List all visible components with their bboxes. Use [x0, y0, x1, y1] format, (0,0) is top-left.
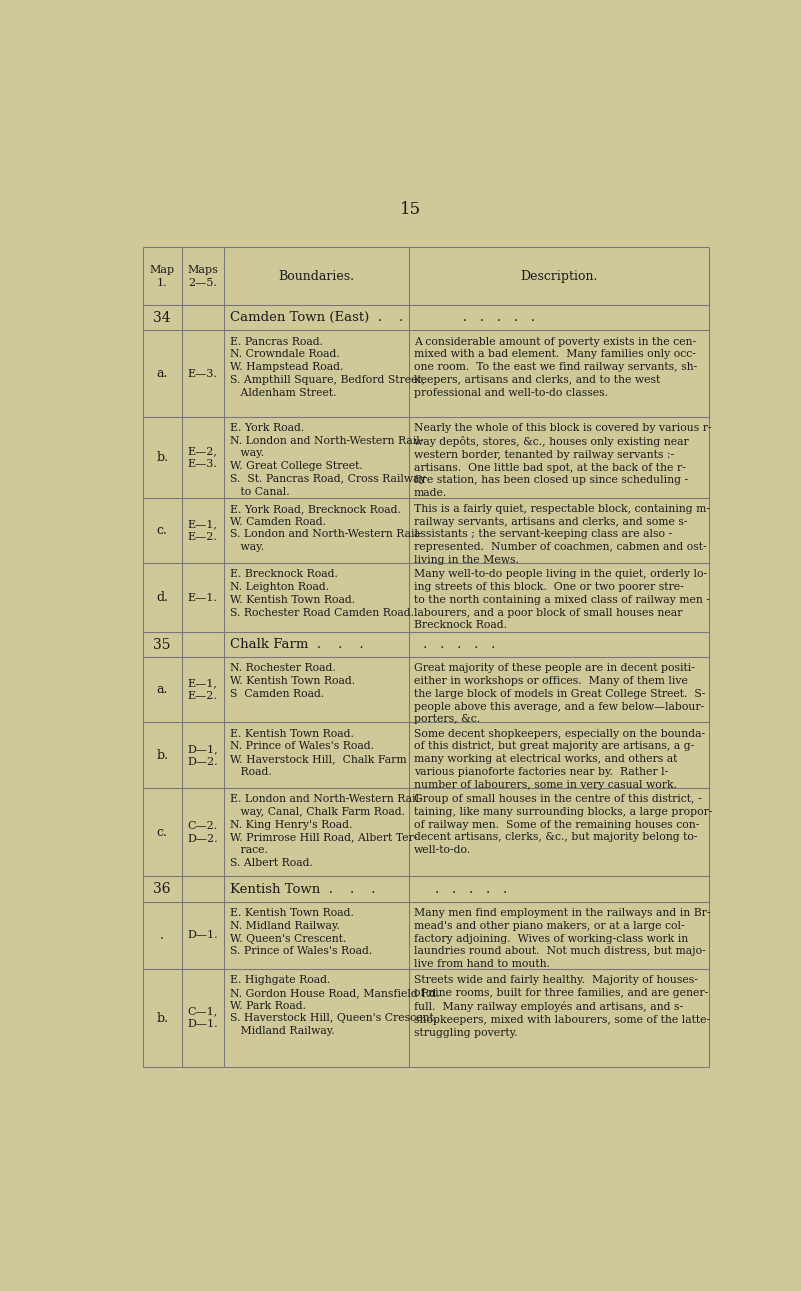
Text: 35: 35 — [153, 638, 171, 652]
Text: Chalk Farm  .    .    .              .   .   .   .   .: Chalk Farm . . . . . . . . — [230, 638, 495, 651]
Text: Some decent shopkeepers, especially on the bounda­
of this district, but great m: Some decent shopkeepers, especially on t… — [414, 728, 705, 790]
Text: A considerable amount of poverty exists in the cen­
mixed with a bad element.  M: A considerable amount of poverty exists … — [414, 337, 697, 398]
Text: E—1,
E—2.: E—1, E—2. — [188, 678, 218, 701]
Text: E. Brecknock Road.
N. Leighton Road.
W. Kentish Town Road.
S. Rochester Road Cam: E. Brecknock Road. N. Leighton Road. W. … — [230, 569, 413, 617]
Text: E—1.: E—1. — [188, 593, 218, 603]
Text: E—3.: E—3. — [188, 369, 218, 378]
Text: E. Kentish Town Road.
N. Prince of Wales's Road.
W. Haverstock Hill,  Chalk Farm: E. Kentish Town Road. N. Prince of Wales… — [230, 728, 406, 777]
Text: .: . — [160, 928, 164, 942]
Text: a.: a. — [156, 683, 168, 696]
Text: D—1,
D—2.: D—1, D—2. — [187, 744, 218, 767]
Text: D—1.: D—1. — [187, 931, 218, 940]
Text: Many well-to-do people living in the quiet, orderly lo­
ing streets of this bloc: Many well-to-do people living in the qui… — [414, 569, 710, 630]
Text: 15: 15 — [400, 201, 421, 218]
Text: C—1,
D—1.: C—1, D—1. — [187, 1007, 218, 1029]
Text: Camden Town (East)  .    .              .   .   .   .   .: Camden Town (East) . . . . . . . — [230, 311, 534, 324]
Text: E—1,
E—2.: E—1, E—2. — [188, 519, 218, 542]
Text: c.: c. — [157, 826, 167, 839]
Text: C—2.
D—2.: C—2. D—2. — [187, 821, 218, 843]
Text: N. Rochester Road.
W. Kentish Town Road.
S  Camden Road.: N. Rochester Road. W. Kentish Town Road.… — [230, 664, 355, 698]
Text: c.: c. — [157, 524, 167, 537]
Text: Nearly the whole of this block is covered by various r­
way depôts, stores, &c.,: Nearly the whole of this block is covere… — [414, 423, 711, 498]
Text: Map
1.: Map 1. — [150, 265, 175, 288]
Text: b.: b. — [156, 749, 168, 762]
Text: E. Pancras Road.
N. Crowndale Road.
W. Hampstead Road.
S. Ampthill Square, Bedfo: E. Pancras Road. N. Crowndale Road. W. H… — [230, 337, 425, 398]
Text: Boundaries.: Boundaries. — [279, 270, 354, 283]
Text: b.: b. — [156, 1012, 168, 1025]
Text: a.: a. — [156, 367, 168, 380]
Text: 36: 36 — [153, 882, 171, 896]
Text: Great majority of these people are in decent positi­
either in workshops or offi: Great majority of these people are in de… — [414, 664, 706, 724]
Text: Group of small houses in the centre of this district, ­
taining, like many surro: Group of small houses in the centre of t… — [414, 794, 713, 855]
Text: E. Highgate Road.
N. Gordon House Road, Mansfield Rd.
W. Park Road.
S. Haverstoc: E. Highgate Road. N. Gordon House Road, … — [230, 975, 439, 1037]
Text: Kentish Town  .    .    .              .   .   .   .   .: Kentish Town . . . . . . . . — [230, 883, 507, 896]
Text: Streets wide and fairly healthy.  Majority of houses­
of nine rooms, built for t: Streets wide and fairly healthy. Majorit… — [414, 975, 710, 1038]
Text: Description.: Description. — [520, 270, 598, 283]
Text: d.: d. — [156, 591, 168, 604]
Text: 34: 34 — [153, 311, 171, 325]
Text: E. London and North-Western Rail-
   way, Canal, Chalk Farm Road.
N. King Henry': E. London and North-Western Rail- way, C… — [230, 794, 422, 868]
Text: E. Kentish Town Road.
N. Midland Railway.
W. Queen's Crescent.
S. Prince of Wale: E. Kentish Town Road. N. Midland Railway… — [230, 908, 372, 957]
Text: E—2,
E—3.: E—2, E—3. — [188, 445, 218, 469]
Text: This is a fairly quiet, respectable block, containing m­
railway servants, artis: This is a fairly quiet, respectable bloc… — [414, 503, 710, 565]
Text: Many men find employment in the railways and in Br­
mead's and other piano maker: Many men find employment in the railways… — [414, 908, 710, 970]
Text: E. York Road.
N. London and North-Western Rail-
   way.
W. Great College Street.: E. York Road. N. London and North-Wester… — [230, 423, 425, 497]
Text: b.: b. — [156, 451, 168, 463]
Text: Maps
2—5.: Maps 2—5. — [187, 265, 218, 288]
Text: E. York Road, Brecknock Road.
W. Camden Road.
S. London and North-Western Rail-
: E. York Road, Brecknock Road. W. Camden … — [230, 503, 421, 553]
